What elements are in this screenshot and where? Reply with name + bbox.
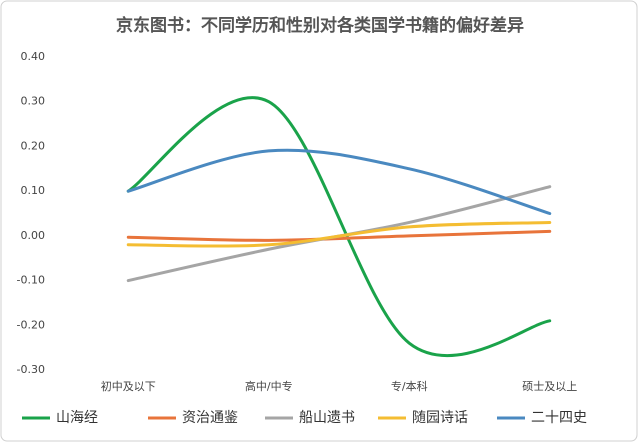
y-tick-label: 0.30 (21, 95, 46, 108)
y-tick-label: 0.20 (21, 139, 46, 152)
legend-label: 随园诗话 (412, 410, 468, 426)
series-line (126, 220, 552, 248)
legend-label: 山海经 (56, 410, 98, 426)
series-line (126, 229, 552, 242)
chart-title: 京东图书：不同学历和性别对各类国学书籍的偏好差异 (116, 15, 524, 36)
y-tick-label: 0.00 (21, 229, 46, 242)
y-tick-label: 0.40 (21, 50, 46, 63)
x-tick-label: 初中及以下 (101, 379, 156, 393)
legend-label: 船山遗书 (299, 410, 355, 426)
legend-label: 二十四史 (531, 410, 587, 426)
series-line (126, 96, 552, 357)
y-tick-label: -0.10 (17, 274, 45, 287)
x-tick-label: 硕士及以上 (522, 380, 577, 393)
x-tick-label: 专/本科 (391, 379, 428, 393)
x-tick-label: 高中/中专 (245, 379, 293, 393)
y-tick-label: -0.20 (17, 318, 45, 331)
y-tick-label: -0.30 (17, 363, 45, 376)
series-line (126, 148, 552, 215)
legend-label: 资治通鉴 (182, 410, 238, 426)
y-tick-label: 0.10 (21, 184, 46, 197)
